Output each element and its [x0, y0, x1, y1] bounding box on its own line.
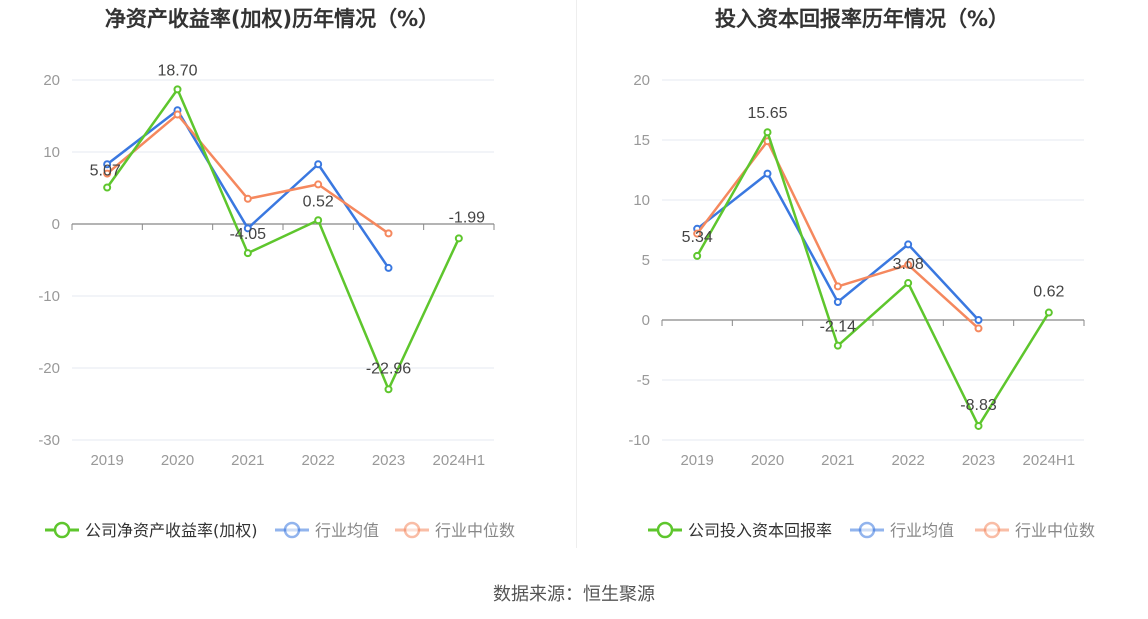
- y-tick-label: 20: [43, 72, 60, 89]
- series-line-industry-average: [106, 108, 390, 269]
- data-point: [314, 160, 323, 169]
- legend-label: 行业中位数: [435, 521, 515, 540]
- data-point: [173, 85, 182, 94]
- data-label: 15.65: [747, 105, 787, 122]
- data-point: [384, 263, 393, 272]
- legend-marker: [983, 521, 1001, 539]
- x-tick-label: 2022: [301, 452, 334, 469]
- data-point: [833, 341, 842, 350]
- data-label: 18.70: [157, 62, 197, 79]
- x-tick-label: 2023: [962, 452, 995, 469]
- data-point: [763, 128, 772, 137]
- y-tick-label: -30: [38, 432, 60, 449]
- x-tick-label: 2021: [231, 452, 264, 469]
- data-point: [384, 385, 393, 394]
- data-point: [974, 421, 983, 430]
- legend-marker: [283, 521, 301, 539]
- data-label: 0.52: [303, 193, 334, 210]
- data-point: [693, 229, 702, 238]
- x-tick-label: 2023: [372, 452, 405, 469]
- data-label: 5.34: [682, 229, 713, 246]
- y-tick-label: 10: [43, 144, 60, 161]
- data-point: [243, 249, 252, 258]
- x-tick-label: 2022: [891, 452, 924, 469]
- data-point: [243, 224, 252, 233]
- legend-label: 行业均值: [315, 521, 379, 540]
- data-point: [974, 316, 983, 324]
- legend-marker: [858, 521, 876, 539]
- data-point: [103, 183, 112, 192]
- data-point: [103, 169, 112, 178]
- data-label: -2.14: [820, 319, 857, 336]
- data-point: [833, 282, 842, 291]
- y-tick-label: -5: [637, 372, 650, 389]
- y-tick-label: 15: [633, 132, 650, 149]
- y-tick-label: 10: [633, 192, 650, 209]
- data-label: 0.62: [1033, 284, 1064, 301]
- panel-divider: [576, 0, 577, 548]
- data-point: [833, 298, 842, 306]
- data-point: [763, 169, 772, 178]
- x-tick-label: 2024H1: [433, 452, 486, 469]
- x-tick-label: 2020: [751, 452, 784, 469]
- series-line-company: [106, 88, 460, 391]
- data-point: [314, 216, 323, 225]
- data-point: [173, 110, 182, 119]
- y-tick-label: 0: [52, 216, 60, 233]
- data-point: [384, 229, 393, 238]
- data-point: [314, 180, 323, 189]
- legend-label: 公司净资产收益率(加权): [85, 521, 258, 540]
- y-tick-label: -10: [628, 432, 650, 449]
- data-label: 3.08: [893, 256, 924, 273]
- data-label: -1.99: [449, 209, 486, 226]
- data-point: [904, 279, 913, 288]
- x-tick-label: 2021: [821, 452, 854, 469]
- data-label: 5.07: [90, 162, 121, 179]
- legend-label: 行业中位数: [1015, 521, 1095, 540]
- data-label: -22.96: [366, 360, 411, 377]
- y-tick-label: -10: [38, 288, 60, 305]
- data-point: [454, 234, 463, 243]
- data-source-note: 数据来源：恒生聚源: [493, 584, 655, 605]
- data-point: [103, 160, 112, 169]
- x-tick-label: 2019: [680, 452, 713, 469]
- data-label: -8.83: [960, 397, 997, 414]
- x-tick-label: 2024H1: [1023, 452, 1076, 469]
- series-line-company: [696, 130, 1050, 428]
- chart-title-2: 投入资本回报率历年情况（%）: [715, 7, 1009, 31]
- y-tick-label: 5: [642, 252, 650, 269]
- data-point: [904, 240, 913, 249]
- data-label: -4.05: [230, 226, 267, 243]
- data-point: [904, 260, 913, 269]
- chart-title-1: 净资产收益率(加权)历年情况（%）: [105, 7, 439, 31]
- y-tick-label: -20: [38, 360, 60, 377]
- legend-marker: [656, 521, 674, 539]
- x-tick-label: 2019: [90, 452, 123, 469]
- data-point: [693, 251, 702, 260]
- legend-marker: [53, 521, 71, 539]
- legend-label: 行业均值: [890, 521, 954, 540]
- y-tick-label: 0: [642, 312, 650, 329]
- data-point: [1044, 308, 1053, 317]
- legend-label: 公司投入资本回报率: [688, 521, 832, 540]
- data-point: [974, 324, 983, 333]
- y-tick-label: 20: [633, 72, 650, 89]
- legend-marker: [403, 521, 421, 539]
- data-point: [243, 194, 252, 203]
- x-tick-label: 2020: [161, 452, 194, 469]
